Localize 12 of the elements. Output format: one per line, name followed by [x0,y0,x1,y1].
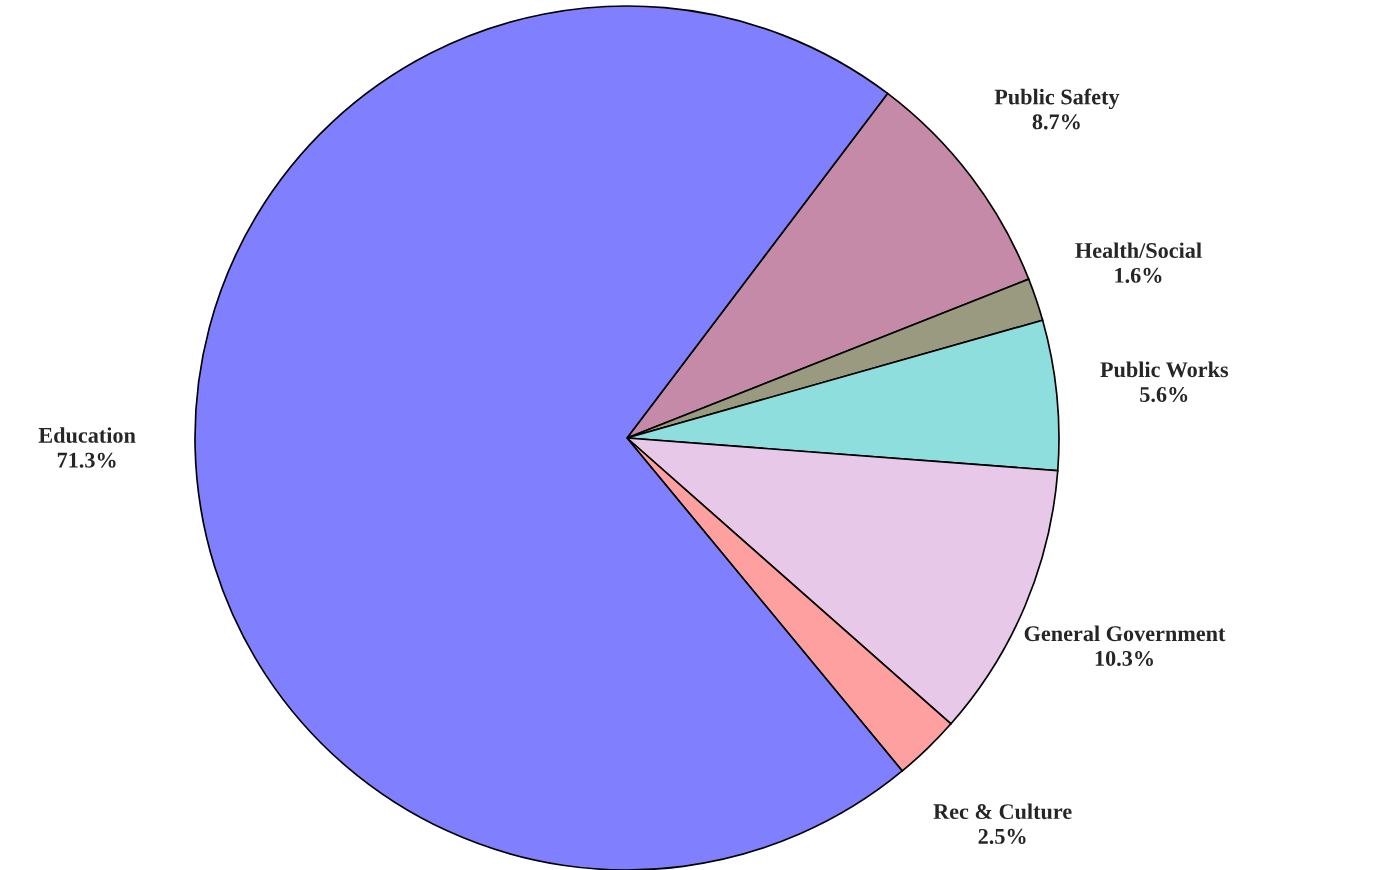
slice-label: Education [38,427,136,443]
slice-label: Health/Social [1075,242,1202,259]
slice-label: Rec & Culture [933,803,1072,820]
slice-label: General Government [1024,625,1226,642]
data-label: 2.5% [978,828,1026,844]
data-label: 5.6% [1140,386,1188,403]
data-label: 1.6% [1115,267,1162,283]
data-label: 10.3% [1095,650,1153,666]
data-label: 71.3% [57,452,116,468]
data-label: 8.7% [1032,114,1080,130]
slice-label: Public Safety [994,88,1120,110]
slice-label: Public Works [1100,361,1229,378]
